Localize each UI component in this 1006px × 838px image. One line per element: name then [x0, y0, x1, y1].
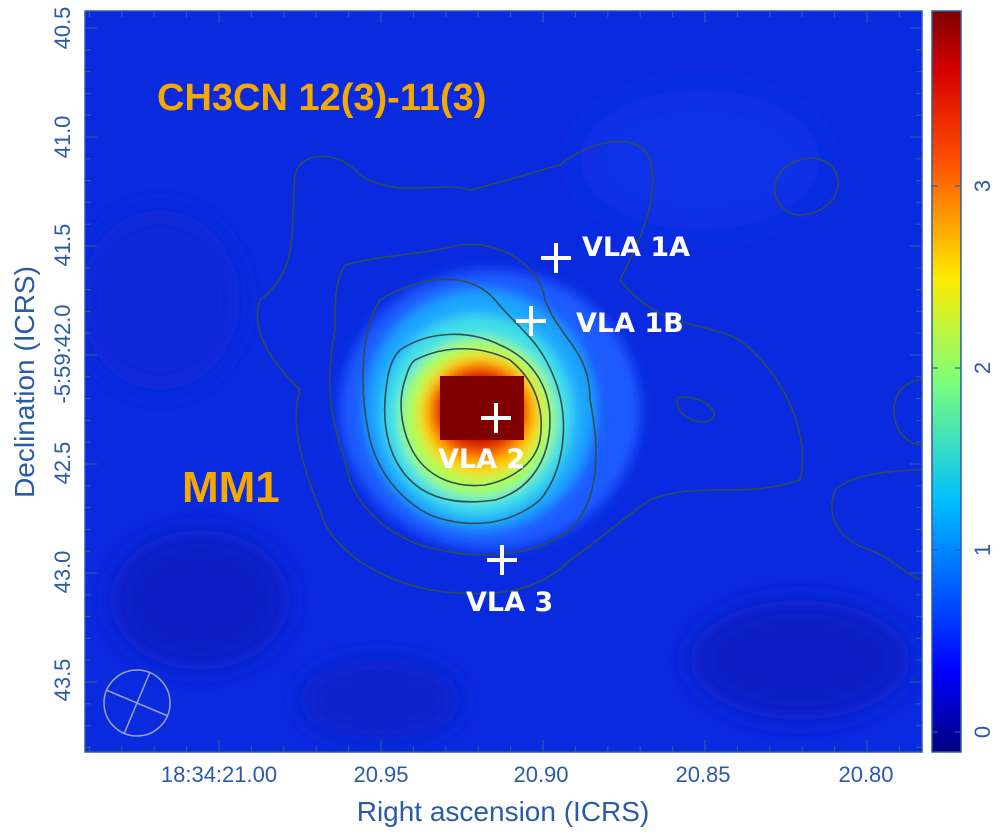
contour-level-5 — [400, 348, 542, 487]
x-tick-label: 20.90 — [513, 762, 568, 787]
peak-region — [440, 376, 524, 440]
y-tick-label: 42.5 — [50, 442, 75, 485]
contour-level-6 — [773, 157, 839, 216]
colorbar-tick-label: 1 — [970, 544, 995, 556]
markers — [481, 243, 571, 575]
contour-level-4 — [383, 333, 551, 503]
marker-label-vla-1a: VLA 1A — [582, 232, 690, 263]
beam-ellipse — [103, 669, 171, 737]
y-tick-label: 40.5 — [50, 7, 75, 50]
intensity-map — [85, 11, 922, 752]
colorbar: 0 1 2 3 — [931, 10, 995, 753]
colorbar-gradient — [932, 11, 961, 752]
axis-ticks — [85, 11, 922, 752]
plot-frame — [84, 10, 923, 753]
colorbar-tick-label: 3 — [970, 180, 995, 192]
contour-level-7 — [676, 396, 715, 423]
marker-vla-2 — [481, 403, 511, 433]
contour-level-3 — [362, 278, 565, 525]
colorbar-tick-label: 2 — [970, 362, 995, 374]
marker-label-vla-2: VLA 2 — [438, 444, 525, 475]
contours — [256, 140, 922, 595]
contour-level-9 — [831, 469, 922, 581]
contour-level-1 — [256, 140, 804, 595]
y-tick-label: -5:59:42.0 — [50, 304, 75, 403]
marker-vla-3 — [487, 545, 517, 575]
contour-level-2 — [329, 243, 597, 556]
contour-level-8 — [893, 379, 922, 446]
y-tick-label: 41.5 — [50, 224, 75, 267]
y-axis-label: Declination (ICRS) — [9, 266, 40, 498]
source-label: MM1 — [182, 463, 280, 512]
x-tick-label: 20.80 — [838, 762, 893, 787]
marker-label-vla-1b: VLA 1B — [576, 308, 684, 339]
colorbar-tick-label: 0 — [970, 726, 995, 738]
marker-vla-1b — [516, 306, 546, 336]
line-label: CH3CN 12(3)-11(3) — [157, 77, 486, 119]
marker-label-vla-3: VLA 3 — [466, 587, 553, 618]
marker-vla-1a — [541, 243, 571, 273]
x-tick-label: 20.95 — [353, 762, 408, 787]
y-tick-label: 43.5 — [50, 659, 75, 702]
x-tick-label: 18:34:21.00 — [161, 762, 277, 787]
x-axis-label: Right ascension (ICRS) — [357, 796, 650, 827]
colorbar-frame — [931, 10, 962, 753]
y-tick-label: 41.0 — [50, 116, 75, 159]
x-tick-label: 20.85 — [675, 762, 730, 787]
y-tick-label: 43.0 — [50, 551, 75, 594]
